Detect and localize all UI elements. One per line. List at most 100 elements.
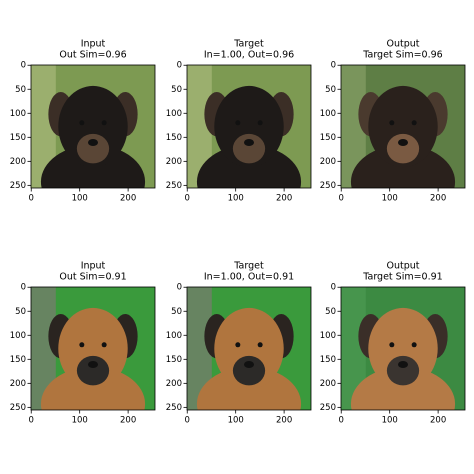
dog-muzzle (76, 133, 110, 164)
dog-nose (88, 138, 98, 146)
axes-frame (30, 286, 156, 411)
y-tick-label: 200 (10, 379, 26, 389)
panel-title: Output (387, 39, 420, 50)
dog-nose (244, 360, 254, 368)
y-tick-label: 50 (325, 85, 336, 95)
y-tick-label: 150 (10, 133, 26, 143)
x-tick-label: 0 (29, 194, 34, 204)
y-tick-label: 0 (331, 283, 336, 293)
dog-eye (257, 342, 263, 348)
y-tick-label: 0 (21, 283, 26, 293)
dog-head (58, 307, 128, 390)
x-tick-label: 0 (29, 416, 34, 426)
y-tick-label: 250 (166, 403, 182, 413)
y-tick-label: 100 (320, 331, 336, 341)
panel-title: In=1.00, Out=0.91 (204, 272, 294, 283)
y-tick-label: 150 (10, 355, 26, 365)
axes-frame (340, 64, 466, 189)
dog-head (58, 85, 128, 168)
panel-title: Target Sim=0.91 (362, 272, 442, 283)
dog-head (368, 307, 438, 390)
dog-muzzle (232, 133, 266, 164)
y-tick-label: 250 (10, 403, 26, 413)
dog-muzzle (386, 133, 420, 164)
y-tick-label: 150 (320, 133, 336, 143)
panel-title: Out Sim=0.91 (59, 272, 126, 283)
panel-title: Output (387, 261, 420, 272)
dog-nose (398, 360, 408, 368)
x-tick-label: 200 (120, 194, 136, 204)
y-tick-label: 100 (166, 331, 182, 341)
y-tick-label: 200 (10, 157, 26, 167)
x-tick-label: 200 (276, 416, 292, 426)
y-tick-label: 0 (331, 61, 336, 71)
x-tick-label: 200 (430, 194, 446, 204)
dog-muzzle (232, 355, 266, 386)
panel-title: In=1.00, Out=0.96 (204, 50, 294, 61)
y-tick-label: 250 (320, 181, 336, 191)
dog-eye (79, 120, 85, 126)
dog-eye (79, 342, 85, 348)
dog-nose (88, 360, 98, 368)
panel-title: Input (81, 261, 106, 272)
x-tick-label: 200 (276, 194, 292, 204)
x-tick-label: 100 (72, 194, 88, 204)
y-tick-label: 0 (21, 61, 26, 71)
y-tick-label: 150 (166, 355, 182, 365)
x-tick-label: 100 (382, 194, 398, 204)
y-tick-label: 100 (10, 109, 26, 119)
axes-frame (30, 64, 156, 189)
dog-muzzle (76, 355, 110, 386)
x-tick-label: 100 (228, 194, 244, 204)
dog-muzzle (386, 355, 420, 386)
y-tick-label: 250 (320, 403, 336, 413)
dog-eye (411, 120, 417, 126)
photo (31, 65, 155, 188)
photo (31, 287, 155, 410)
panel-title: Input (81, 39, 106, 50)
dog-eye (101, 120, 107, 126)
x-tick-label: 0 (339, 416, 344, 426)
y-tick-label: 250 (10, 181, 26, 191)
photo (341, 287, 465, 410)
y-tick-label: 100 (10, 331, 26, 341)
y-tick-label: 0 (177, 283, 182, 293)
x-tick-label: 100 (382, 416, 398, 426)
x-tick-label: 100 (72, 416, 88, 426)
axes-frame (186, 286, 312, 411)
dog-eye (411, 342, 417, 348)
x-tick-label: 100 (228, 416, 244, 426)
dog-head (214, 85, 284, 168)
y-tick-label: 50 (171, 85, 182, 95)
x-tick-label: 200 (430, 416, 446, 426)
y-tick-label: 150 (320, 355, 336, 365)
panel-title: Target (233, 261, 264, 272)
x-tick-label: 0 (339, 194, 344, 204)
x-tick-label: 200 (120, 416, 136, 426)
photo (187, 65, 311, 188)
dog-nose (244, 138, 254, 146)
panel-title: Out Sim=0.96 (59, 50, 126, 61)
y-tick-label: 50 (171, 307, 182, 317)
dog-eye (389, 342, 395, 348)
y-tick-label: 50 (15, 85, 26, 95)
y-tick-label: 100 (320, 109, 336, 119)
dog-nose (398, 138, 408, 146)
dog-eye (235, 120, 241, 126)
y-tick-label: 0 (177, 61, 182, 71)
axes-frame (186, 64, 312, 189)
dog-head (368, 85, 438, 168)
dog-eye (101, 342, 107, 348)
dog-head (214, 307, 284, 390)
x-tick-label: 0 (185, 416, 190, 426)
y-tick-label: 150 (166, 133, 182, 143)
y-tick-label: 200 (320, 157, 336, 167)
y-tick-label: 200 (166, 379, 182, 389)
y-tick-label: 50 (325, 307, 336, 317)
